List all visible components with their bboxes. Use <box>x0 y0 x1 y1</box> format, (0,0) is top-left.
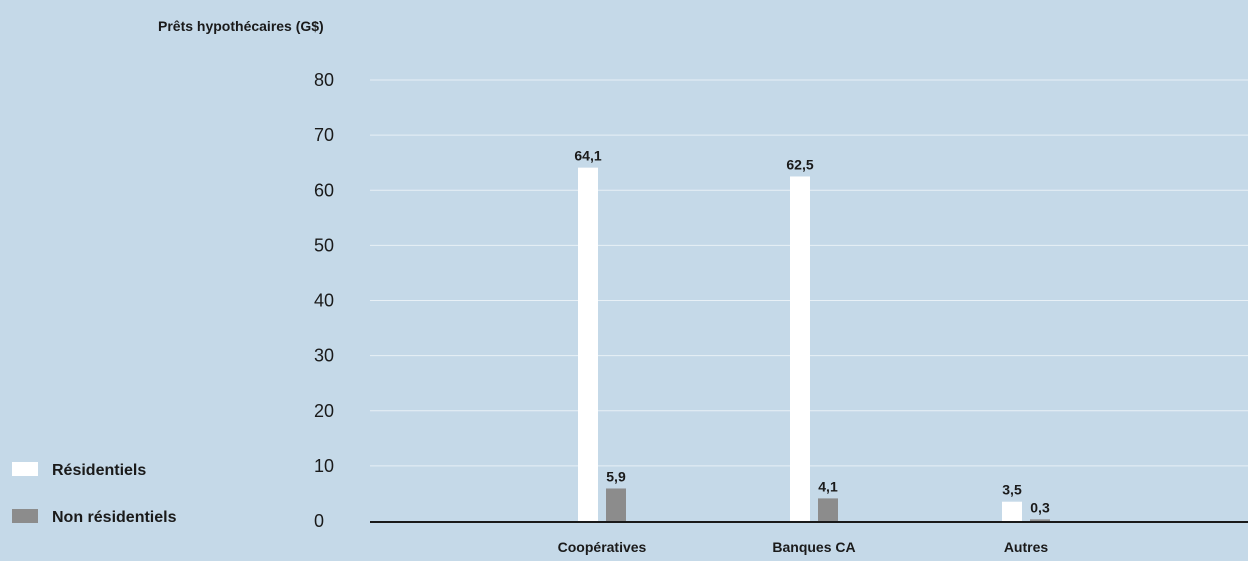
data-label: 4,1 <box>818 478 838 494</box>
bar-residentiels <box>1002 501 1022 521</box>
x-category-label: Banques CA <box>772 539 855 555</box>
bar-residentiels <box>578 167 598 521</box>
x-category-label: Coopératives <box>558 539 647 555</box>
y-tick-label: 40 <box>314 291 334 311</box>
bar-residentiels <box>790 176 810 521</box>
legend-label-residentiels: Résidentiels <box>52 462 146 479</box>
y-tick-label: 70 <box>314 125 334 145</box>
y-axis-label: Prêts hypothécaires (G$) <box>158 18 324 34</box>
y-tick-label: 30 <box>314 346 334 366</box>
bars <box>578 167 1050 521</box>
data-label: 64,1 <box>574 148 601 164</box>
legend: Résidentiels Non résidentiels <box>12 462 177 526</box>
data-label: 0,3 <box>1030 499 1050 515</box>
y-tick-label: 50 <box>314 235 334 255</box>
bar-non-residentiels <box>1030 519 1050 521</box>
y-tick-labels: 0 10 20 30 40 50 60 70 80 <box>314 70 334 531</box>
bar-non-residentiels <box>606 488 626 521</box>
y-tick-label: 0 <box>314 511 324 531</box>
y-tick-label: 60 <box>314 180 334 200</box>
data-label: 3,5 <box>1002 482 1022 498</box>
legend-swatch-non-residentiels <box>12 509 38 523</box>
y-tick-label: 20 <box>314 401 334 421</box>
data-labels: 64,1 5,9 62,5 4,1 3,5 0,3 <box>574 148 1050 516</box>
legend-swatch-residentiels <box>12 462 38 476</box>
x-category-labels: Coopératives Banques CA Autres <box>558 539 1049 555</box>
bar-non-residentiels <box>818 498 838 521</box>
data-label: 5,9 <box>606 468 626 484</box>
x-category-label: Autres <box>1004 539 1049 555</box>
data-label: 62,5 <box>786 156 813 172</box>
y-tick-label: 10 <box>314 456 334 476</box>
y-tick-label: 80 <box>314 70 334 90</box>
legend-label-non-residentiels: Non résidentiels <box>52 509 177 526</box>
